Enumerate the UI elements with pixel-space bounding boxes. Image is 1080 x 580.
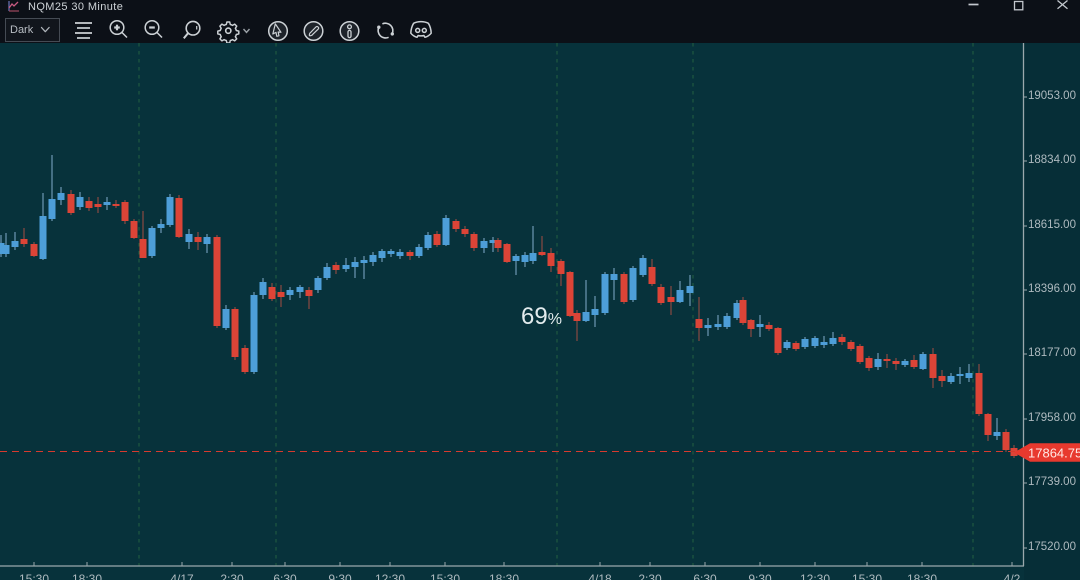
svg-text:17864.75: 17864.75 bbox=[1028, 446, 1080, 461]
